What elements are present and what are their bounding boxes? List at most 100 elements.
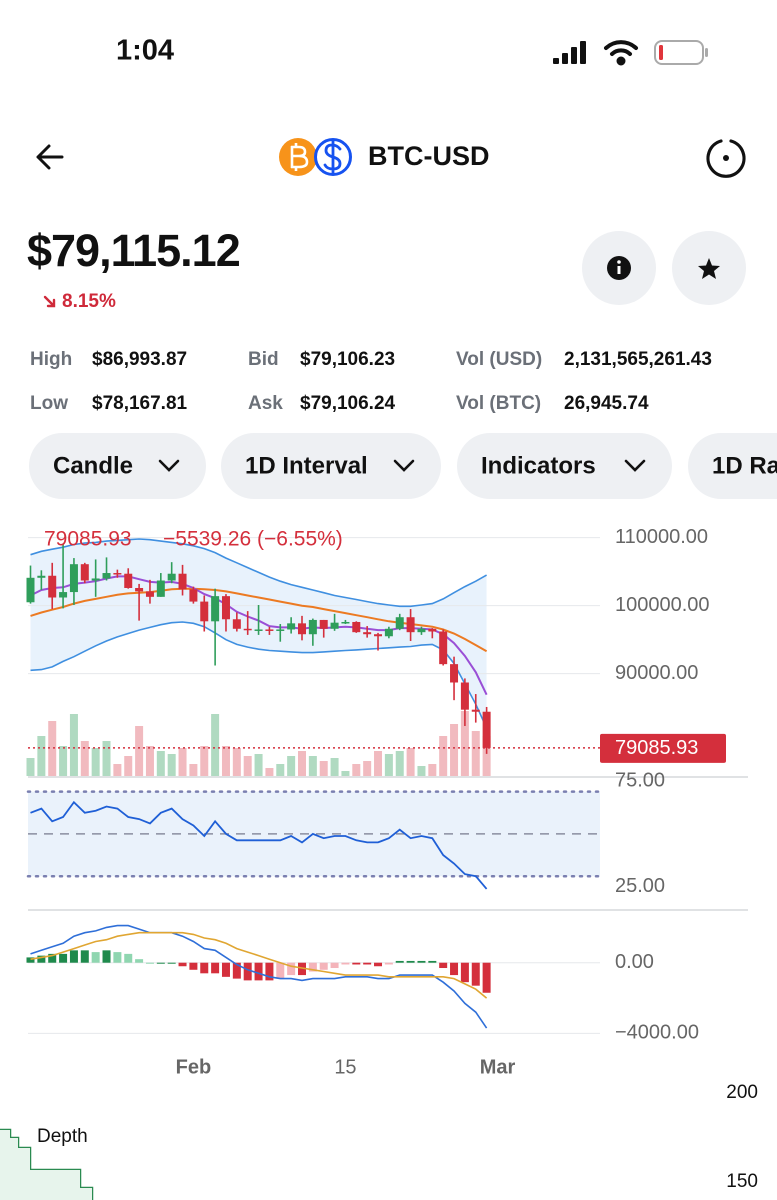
histogram-bar — [254, 962, 263, 981]
back-button[interactable] — [36, 144, 64, 170]
candle-body — [330, 622, 339, 629]
volume-bar — [102, 741, 111, 776]
volume-bar — [232, 748, 241, 776]
chip[interactable]: Indicators — [457, 433, 672, 499]
stat-label: Ask — [248, 393, 283, 414]
volume-bar — [91, 748, 100, 776]
histogram-bar — [102, 950, 111, 963]
candle-body — [189, 589, 198, 602]
histogram-bar — [471, 962, 480, 986]
alert-button[interactable] — [706, 139, 746, 178]
stat-value: $78,167.81 — [92, 393, 188, 414]
candle-body — [102, 573, 111, 579]
volume-bar — [37, 736, 46, 776]
chips: Candle 1D Interval Indicators 1D Range — [29, 433, 777, 499]
candle-body — [374, 634, 383, 637]
candle-body — [298, 623, 306, 635]
histogram-bar — [91, 952, 100, 963]
volume-bar — [48, 721, 57, 776]
candle-body — [156, 580, 165, 597]
candle-body — [319, 619, 328, 629]
volume-bar — [59, 746, 68, 776]
volume-bar — [189, 764, 198, 776]
candle-body — [308, 619, 317, 635]
favorite-button[interactable] — [672, 231, 746, 305]
volume-bar — [330, 758, 339, 776]
histogram-bar — [221, 962, 230, 977]
change-arrow — [43, 295, 56, 308]
chip[interactable]: 1D Interval — [221, 433, 441, 499]
histogram-bar — [59, 953, 68, 963]
histogram-bar — [26, 957, 35, 963]
candle-body — [26, 577, 35, 603]
chip[interactable]: Candle — [29, 433, 206, 499]
histogram-bar — [80, 950, 89, 963]
histogram-bar — [189, 962, 198, 970]
volume-bar — [395, 751, 404, 776]
info-button[interactable] — [582, 231, 656, 305]
chart: 110000.00 100000.00 90000.00 79085.93 79085.… — [26, 526, 748, 1078]
histogram-bar — [265, 962, 274, 981]
histogram-bar — [145, 962, 154, 964]
volume-bar — [428, 764, 437, 776]
volume-bar — [341, 771, 350, 776]
signal-icon — [553, 41, 586, 64]
stats: High $86,993.87 Bid $79,106.23 Vol (USD) 2,13… — [30, 349, 712, 414]
wifi-icon — [604, 40, 638, 66]
price-change: 8.15% — [62, 291, 116, 312]
macd-line — [30, 924, 488, 1029]
stat-value: $79,106.23 — [300, 349, 395, 370]
stat-label: Vol (USD) — [456, 349, 542, 370]
volume-bar — [374, 751, 383, 776]
chip[interactable]: 1D Range — [688, 433, 777, 499]
y-tick-label: 25.00 — [615, 875, 665, 897]
chip-label: 1D Interval — [245, 452, 368, 479]
histogram-bar — [113, 952, 122, 963]
candle-body — [211, 596, 220, 622]
x-tick-label: Feb — [176, 1056, 212, 1078]
volume-bar — [352, 764, 361, 776]
volume-bar — [276, 764, 285, 776]
volume-bar — [80, 741, 89, 776]
rsi-line — [30, 800, 488, 890]
y-tick-label: 110000.00 — [615, 526, 708, 548]
depth-area — [0, 1130, 92, 1200]
volume-bar — [308, 756, 317, 776]
histogram-bar — [276, 962, 285, 979]
candle-body — [80, 564, 89, 581]
chip-label: 1D Range — [712, 452, 777, 479]
x-tick-label: 15 — [334, 1056, 356, 1078]
depth-title: Depth — [37, 1126, 88, 1147]
battery-icon — [654, 40, 708, 65]
volume-bar — [298, 751, 306, 776]
candle-body — [439, 631, 448, 665]
candle-body — [48, 575, 57, 598]
pair-title: BTC-USD — [368, 141, 490, 171]
candle-body — [59, 592, 68, 598]
volume-bar — [460, 711, 469, 776]
candle-body — [341, 621, 350, 624]
candle-body — [178, 573, 187, 590]
stat-value: $79,106.24 — [300, 393, 396, 414]
chevron — [393, 459, 415, 472]
candle-body — [243, 628, 252, 631]
histogram-bar — [439, 962, 448, 969]
candle-body — [124, 573, 133, 588]
histogram-bar — [135, 959, 144, 963]
volume-bar — [167, 754, 176, 776]
indicator-line — [30, 621, 488, 729]
volume-bar — [145, 746, 154, 776]
btc-icon — [279, 138, 317, 176]
volume-bar — [319, 761, 328, 776]
y-tick-label: 90000.00 — [615, 662, 698, 684]
histogram-bar — [298, 962, 306, 976]
candle-body — [91, 578, 100, 581]
stat-label: High — [30, 349, 72, 370]
candle-body — [221, 596, 230, 620]
candle-body — [135, 587, 144, 592]
histogram-bar — [395, 960, 404, 963]
histogram-bar — [243, 962, 252, 981]
y-tick-label: 0.00 — [615, 951, 654, 973]
chip-bg — [457, 433, 672, 499]
